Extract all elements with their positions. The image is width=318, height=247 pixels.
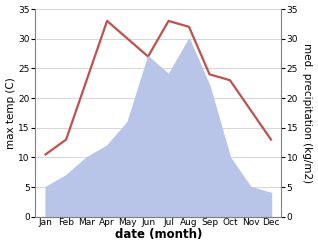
Y-axis label: max temp (C): max temp (C) [5, 77, 16, 149]
Y-axis label: med. precipitation (kg/m2): med. precipitation (kg/m2) [302, 43, 313, 183]
X-axis label: date (month): date (month) [114, 228, 202, 242]
